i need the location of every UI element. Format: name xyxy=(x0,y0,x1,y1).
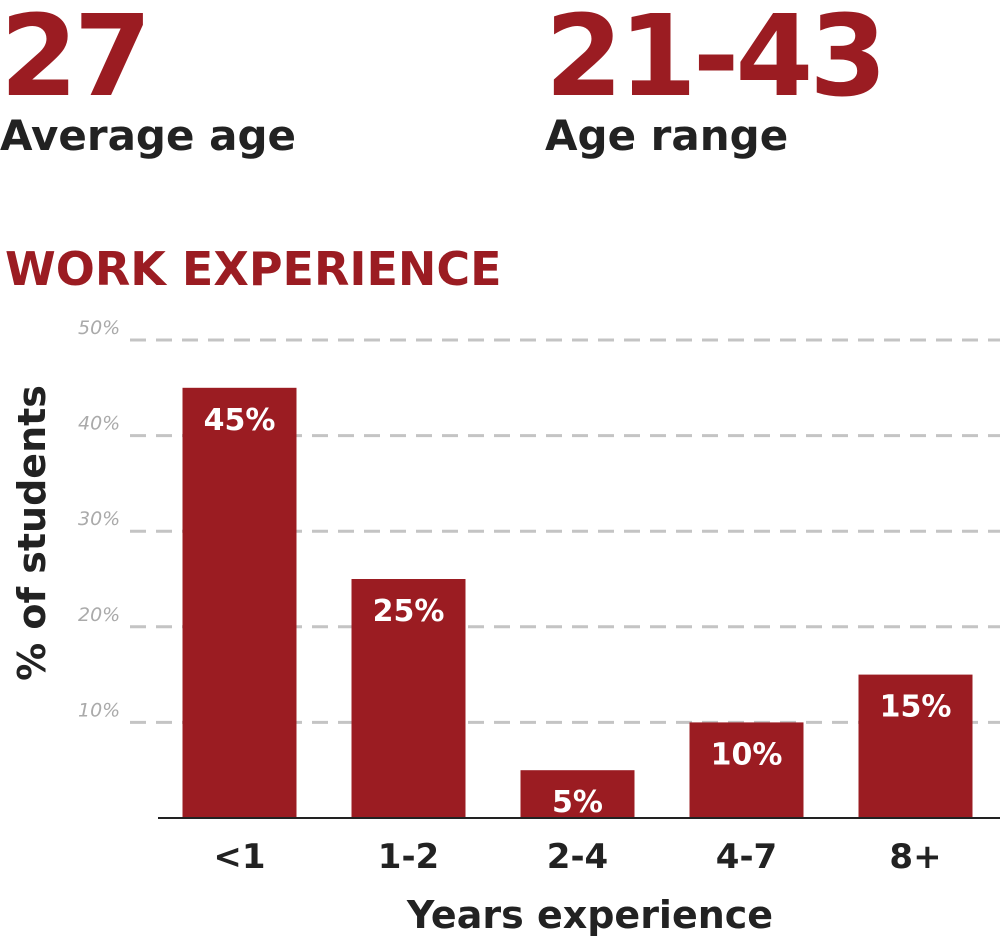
y-tick-label: 20% xyxy=(78,604,120,626)
y-tick-label: 40% xyxy=(78,413,120,435)
bar xyxy=(182,387,297,818)
y-tick-label: 50% xyxy=(78,317,120,339)
value-label: 5% xyxy=(552,785,603,820)
x-tick-label: 1-2 xyxy=(378,837,439,877)
bar xyxy=(689,722,804,818)
stat-label: Average age xyxy=(0,111,296,160)
y-axis-title: % of students xyxy=(10,385,54,681)
bar xyxy=(858,674,973,818)
x-axis-title: Years experience xyxy=(406,893,773,937)
x-tick-label: 8+ xyxy=(889,837,941,877)
chart-title: WORK EXPERIENCE xyxy=(5,242,502,296)
x-tick-label: 2-4 xyxy=(547,837,608,877)
value-label: 25% xyxy=(373,594,445,629)
x-tick-label: 4-7 xyxy=(716,837,777,877)
bar xyxy=(520,770,635,818)
stat-value: 27 xyxy=(0,0,148,122)
y-tick-label: 10% xyxy=(78,699,120,721)
y-tick-label: 30% xyxy=(78,508,120,530)
stat-label: Age range xyxy=(545,111,788,160)
bar xyxy=(351,579,466,818)
stat-value: 21-43 xyxy=(545,0,883,122)
value-label: 45% xyxy=(204,403,276,438)
x-tick-label: <1 xyxy=(213,837,265,877)
value-label: 10% xyxy=(711,737,783,772)
value-label: 15% xyxy=(880,690,952,725)
